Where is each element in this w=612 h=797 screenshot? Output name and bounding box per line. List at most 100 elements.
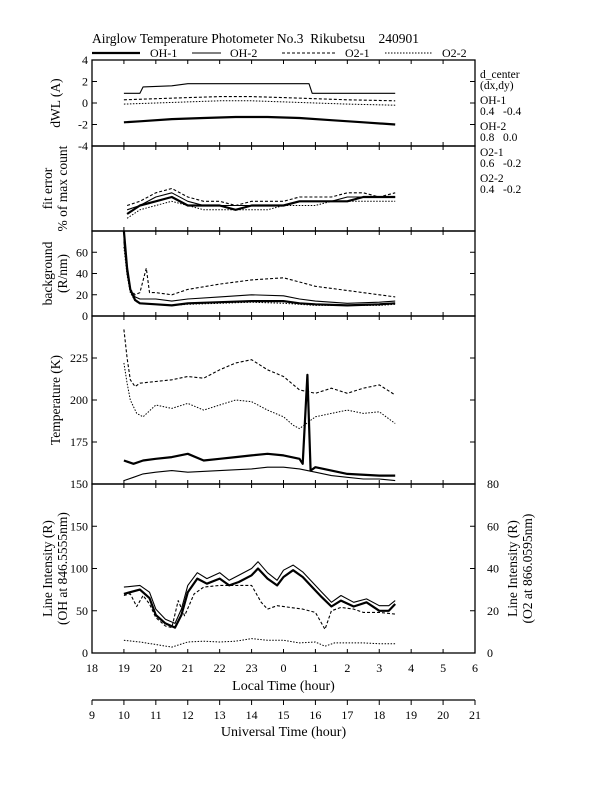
series-oh-1	[123, 115, 396, 126]
panel-frame	[91, 59, 476, 147]
series-o2-1	[123, 329, 396, 396]
ut-tick-label: 20	[437, 708, 449, 722]
y-tick-label: 100	[70, 562, 88, 576]
local-time-tick-label: 19	[118, 661, 130, 675]
chart-title: Airglow Temperature Photometer No.3 Riku…	[92, 31, 419, 46]
ut-axis-label: Universal Time (hour)	[221, 725, 347, 740]
y-tick-label: 175	[70, 435, 88, 449]
y-axis-label: dWL (A)	[48, 78, 63, 127]
series-oh-2	[123, 241, 396, 304]
legend-label-oh-1: OH-1	[150, 46, 177, 60]
side-note: 0.4 -0.2	[480, 184, 521, 196]
ut-tick-label: 12	[182, 708, 194, 722]
panel-bg: 60 40 20 0 background (R/nm)	[40, 230, 476, 323]
y-tick-label: 200	[70, 393, 88, 407]
y-axis-label-right: Line Intensity (R)	[505, 520, 520, 617]
ut-tick-label: 15	[278, 708, 290, 722]
series-o2-2	[123, 638, 396, 648]
series-o2-2	[123, 100, 396, 106]
side-note: OH-2	[480, 121, 506, 133]
side-note: OH-1	[480, 95, 506, 107]
series-o2-2	[123, 246, 396, 306]
ut-tick-label: 14	[246, 708, 258, 722]
legend: OH-1 OH-2 O2-1 O2-2	[92, 46, 467, 60]
ut-tick-label: 21	[469, 708, 481, 722]
y-axis-label: Temperature (K)	[48, 355, 63, 445]
series-oh-2	[123, 466, 396, 482]
side-note: O2-1	[480, 147, 504, 159]
y-right-tick-label: 40	[487, 562, 499, 576]
y-tick-label: -4	[78, 139, 88, 153]
series-oh-1	[123, 567, 397, 629]
side-note: O2-2	[480, 173, 504, 185]
local-time-tick-label: 2	[344, 661, 350, 675]
panel-frame	[91, 483, 476, 654]
series-o2-2	[126, 200, 396, 219]
y-tick-label: 50	[76, 604, 88, 618]
y-tick-label: 150	[70, 477, 88, 491]
y-tick-label: 225	[70, 351, 88, 365]
y-tick-label: 20	[76, 288, 88, 302]
side-note: 0.8 0.0	[480, 132, 518, 144]
local-time-tick-label: 1	[312, 661, 318, 675]
y-tick-label: 4	[82, 53, 88, 67]
legend-label-o2-2: O2-2	[442, 46, 467, 60]
y-right-tick-label: 20	[487, 604, 499, 618]
y-axis-label-2: (R/nm)	[55, 254, 70, 293]
panel-dwl: 4 2 0 -2 -4 dWL (A)	[48, 53, 476, 153]
local-time-tick-label: 0	[281, 661, 287, 675]
side-note: 0.6 -0.2	[480, 158, 521, 170]
y-axis-label-right-2: (O2 at 866.0595nm)	[520, 514, 535, 624]
y-right-tick-label: 60	[487, 519, 499, 533]
side-note: (dx,dy)	[480, 80, 514, 92]
y-axis-label-2: % of max count	[55, 145, 70, 231]
y-tick-label: 0	[82, 96, 88, 110]
ut-tick-label: 10	[118, 708, 130, 722]
local-time-tick-label: 18	[86, 661, 98, 675]
y-axis-label: Line Intensity (R)	[40, 520, 55, 617]
y-tick-label: 2	[82, 75, 88, 89]
local-time-tick-label: 5	[440, 661, 446, 675]
y-tick-label: -2	[78, 118, 88, 132]
y-axis-label: background	[40, 241, 55, 305]
y-tick-label: 0	[82, 309, 88, 323]
local-time-tick-label: 20	[150, 661, 162, 675]
ut-tick-label: 19	[405, 708, 417, 722]
panel-frame	[91, 145, 476, 232]
y-right-tick-label: 0	[487, 646, 493, 660]
series-oh-1	[122, 231, 396, 307]
local-time-tick-label: 4	[408, 661, 414, 675]
series-oh-2	[123, 83, 396, 94]
local-time-tick-label: 6	[472, 661, 478, 675]
local-time-tick-label: 3	[376, 661, 382, 675]
local-time-tick-label: 23	[246, 661, 258, 675]
series-o2-1	[123, 239, 396, 298]
series-o2-1	[123, 96, 396, 102]
y-tick-label: 0	[82, 646, 88, 660]
y-tick-label: 60	[76, 245, 88, 259]
local-time-tick-label: 22	[214, 661, 226, 675]
side-note: 0.4 -0.4	[480, 106, 521, 118]
side-notes: d_center(dx,dy) OH-10.4 -0.4 OH-20.8 0.0 O2…	[480, 69, 521, 196]
ut-tick-label: 18	[373, 708, 385, 722]
y-right-tick-label: 80	[487, 477, 499, 491]
y-axis-label-2: (OH at 846.5555nm)	[55, 512, 70, 625]
panel-temp: 225 200 175 150 Temperature (K)	[48, 315, 476, 491]
series-oh-2	[126, 192, 396, 211]
series-o2-1	[123, 584, 396, 630]
series-oh-1	[123, 373, 396, 477]
y-axis-label: fit error	[40, 167, 55, 209]
ut-tick-label: 13	[214, 708, 226, 722]
ut-tick-label: 17	[341, 708, 353, 722]
series-o2-2	[123, 362, 396, 430]
y-tick-label: 40	[76, 267, 88, 281]
ut-tick-label: 11	[150, 708, 162, 722]
side-note: d_center	[480, 69, 520, 81]
local-time-tick-label: 21	[182, 661, 194, 675]
y-tick-label: 150	[70, 519, 88, 533]
